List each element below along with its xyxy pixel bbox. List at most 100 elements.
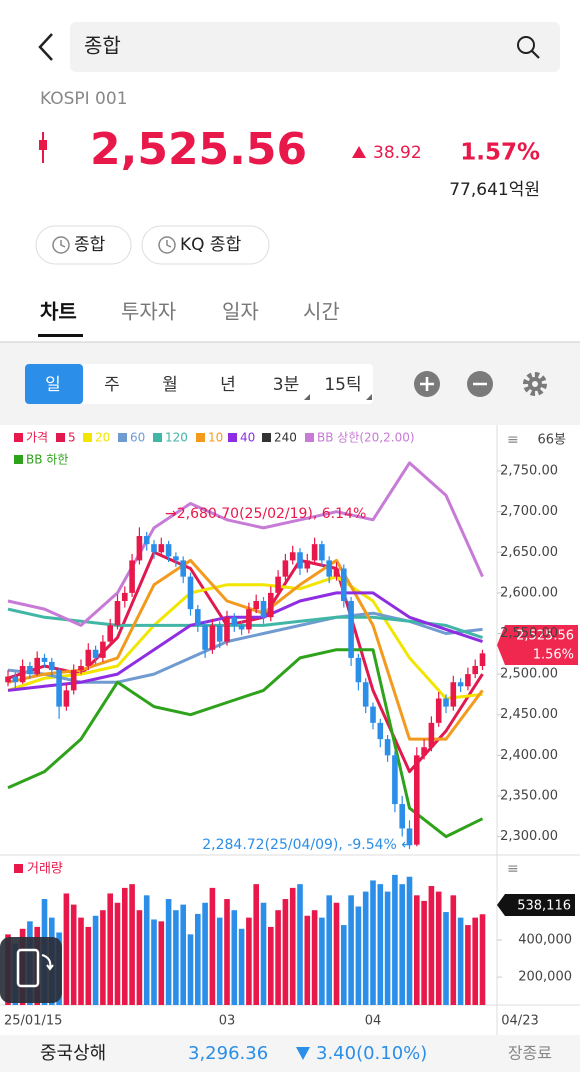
volume-bar [304, 915, 311, 1005]
zoom-in-icon [420, 377, 434, 391]
candle-body [238, 625, 245, 630]
legend-swatch [196, 433, 205, 442]
chip[interactable] [35, 225, 132, 265]
candle-body [457, 682, 464, 687]
legend-swatch [118, 433, 127, 442]
y-tick-label: 2,750.00 [500, 464, 558, 479]
candle-body [27, 665, 33, 675]
candle-body [282, 560, 289, 577]
price-change: 38.92 [373, 143, 422, 163]
candle-body [231, 617, 238, 626]
search-box[interactable] [70, 22, 560, 72]
candle-body [19, 665, 26, 683]
indicator-line [7, 558, 484, 741]
period-button[interactable]: 3분 [273, 375, 299, 395]
candle-body [377, 722, 384, 740]
legend-label: 120 [165, 431, 188, 445]
last-volume-box [497, 894, 575, 916]
volume-bar [465, 925, 471, 1005]
footer-bar [0, 1035, 580, 1072]
period-button[interactable]: 년 [220, 375, 236, 395]
tab[interactable]: 투자자 [121, 300, 176, 324]
rotate-button[interactable] [0, 937, 62, 1003]
menu-icon[interactable]: ≡ [507, 432, 519, 448]
max-annotation: →2,680.70(25/02/19), 6.14% [165, 506, 366, 522]
menu-icon[interactable]: ≡ [507, 861, 519, 877]
volume-bar [143, 895, 150, 1005]
volume-bar [348, 895, 354, 1005]
y-tick-label: 2,350.00 [500, 788, 558, 803]
tab[interactable]: 차트 [40, 300, 77, 324]
chip-label: KQ 종합 [180, 235, 242, 255]
settings[interactable] [523, 372, 547, 396]
candle-body [100, 641, 106, 658]
chip[interactable] [141, 225, 270, 265]
volume-bar [326, 895, 332, 1005]
tab[interactable]: 일자 [222, 300, 259, 324]
candle-body [370, 706, 376, 723]
candle-body [268, 592, 274, 618]
search-icon[interactable] [517, 36, 535, 54]
footer-name: 중국상해 [40, 1043, 106, 1064]
candle-body [326, 560, 332, 577]
volume-bar [92, 915, 99, 1005]
volume-bar [231, 910, 238, 1005]
volume-bar [297, 884, 303, 1005]
candle-body [472, 665, 478, 675]
volume-bar [268, 926, 274, 1005]
tab-underline [38, 334, 83, 337]
legend-label: 20 [95, 431, 110, 445]
candle-body [195, 609, 201, 626]
legend-swatch [305, 433, 314, 442]
period-button[interactable]: 주 [104, 375, 120, 395]
candle-body [114, 601, 121, 626]
y-tick-label: 2,300.00 [500, 829, 558, 844]
candle-body [362, 682, 369, 707]
down-triangle [296, 1047, 310, 1060]
candle-body [216, 625, 223, 642]
candle-body [202, 625, 208, 650]
y-tick-label: 200,000 [518, 970, 572, 985]
period-button[interactable]: 일 [45, 375, 61, 395]
volume-bar [107, 893, 113, 1005]
volume-bar [114, 902, 121, 1005]
x-tick-label: 03 [219, 1014, 236, 1029]
candle-body [151, 544, 157, 553]
candle-body [311, 544, 318, 561]
period-button[interactable]: 15틱 [324, 375, 361, 395]
legend-swatch [14, 455, 23, 464]
legend-label: 가격 [26, 431, 48, 445]
candle-body [260, 601, 267, 618]
rotate-arrow [41, 954, 54, 971]
volume-legend-swatch [14, 864, 23, 873]
candle-body [246, 609, 252, 630]
last-price-box [497, 625, 578, 665]
candle-body [333, 568, 340, 577]
volume-bar [421, 900, 427, 1005]
volume-bar [428, 886, 435, 1005]
clock-icon [52, 236, 70, 254]
volume-bar [362, 891, 369, 1005]
candle-body [136, 536, 143, 561]
candle-body [12, 676, 19, 683]
volume-bar [435, 891, 442, 1005]
candle-body [92, 649, 99, 658]
candle-body [443, 698, 449, 707]
back-button[interactable] [38, 33, 53, 61]
volume-bar [370, 880, 376, 1005]
legend-swatch [153, 433, 162, 442]
volume-bar [216, 917, 223, 1005]
volume-bar [70, 904, 77, 1005]
candle-body [253, 601, 259, 610]
period-button[interactable]: 월 [162, 375, 178, 395]
candle-body [187, 576, 194, 610]
volume-bar [195, 913, 201, 1005]
legend-swatch [262, 433, 271, 442]
volume-bar [100, 910, 106, 1005]
volume-bar [333, 902, 340, 1005]
candle-body [479, 653, 486, 666]
clock-icon [158, 236, 176, 254]
volume-bar [209, 887, 216, 1005]
y-tick-label: 2,400.00 [500, 748, 558, 763]
tab[interactable]: 시간 [303, 300, 340, 324]
